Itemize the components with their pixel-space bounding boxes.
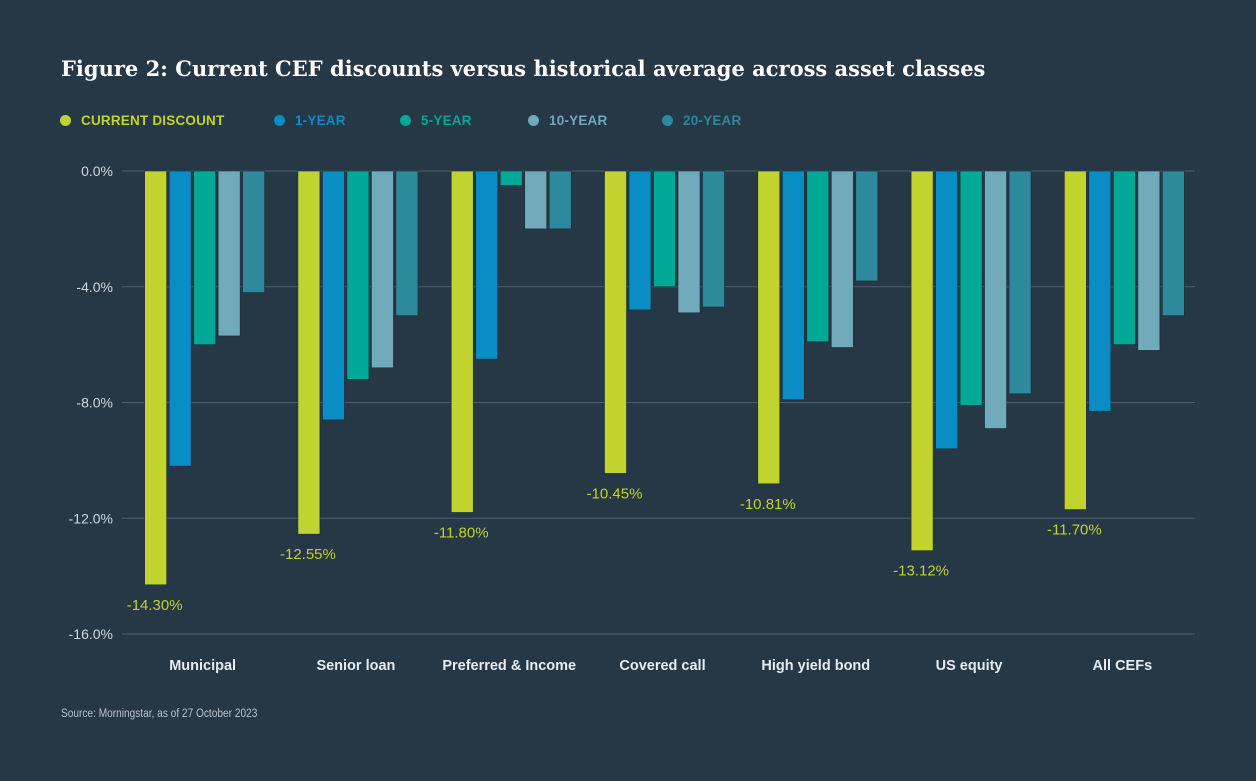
x-category-label: Municipal xyxy=(169,658,236,674)
legend-label-20-year: 20-YEAR xyxy=(683,113,742,128)
bar-current-discount-senior-loan xyxy=(297,170,321,535)
bar-20-year-senior-loan xyxy=(395,170,419,316)
bar-10-year-high-yield-bond xyxy=(830,170,854,348)
x-category-label: Covered call xyxy=(619,658,705,674)
legend-item-current-discount: CURRENT DISCOUNT xyxy=(60,113,274,128)
x-category-label: Preferred & Income xyxy=(442,658,576,674)
y-tick-label: -12.0% xyxy=(69,510,113,526)
bar-5-year-covered-call xyxy=(653,170,676,288)
data-label-covered-call: -10.45% xyxy=(587,485,643,502)
bar-1-year-preferred-and-income xyxy=(475,170,499,360)
bar-5-year-high-yield-bond xyxy=(806,170,830,343)
y-tick-label: 0.0% xyxy=(81,163,113,179)
x-category-label: US equity xyxy=(936,658,1003,674)
legend-marker-current-discount xyxy=(60,115,71,126)
legend: CURRENT DISCOUNT 1-YEAR 5-YEAR 10-YEAR 2… xyxy=(60,113,741,128)
bar-1-year-us-equity xyxy=(935,170,958,450)
bar-1-year-high-yield-bond xyxy=(781,170,805,400)
bar-1-year-covered-call xyxy=(628,170,652,311)
x-category-label: High yield bond xyxy=(761,658,870,674)
legend-item-10-year: 10-YEAR xyxy=(528,113,662,128)
legend-marker-20-year xyxy=(662,115,673,126)
bar-10-year-municipal xyxy=(217,170,241,337)
legend-marker-5-year xyxy=(400,115,411,126)
x-category-label: All CEFs xyxy=(1093,658,1153,674)
bar-current-discount-high-yield-bond xyxy=(757,170,781,485)
bar-10-year-senior-loan xyxy=(371,170,394,369)
source-note: Source: Morningstar, as of 27 October 20… xyxy=(61,708,258,720)
legend-label-current-discount: CURRENT DISCOUNT xyxy=(81,113,225,128)
bar-20-year-us-equity xyxy=(1008,170,1032,395)
legend-label-10-year: 10-YEAR xyxy=(549,113,608,128)
bar-20-year-preferred-and-income xyxy=(548,170,572,230)
legend-item-5-year: 5-YEAR xyxy=(400,113,528,128)
bar-20-year-covered-call xyxy=(702,170,725,308)
bar-current-discount-all-cefs xyxy=(1064,170,1087,510)
y-tick-label: -4.0% xyxy=(76,279,113,295)
legend-label-5-year: 5-YEAR xyxy=(421,113,472,128)
bar-5-year-senior-loan xyxy=(346,170,370,380)
x-category-label: Senior loan xyxy=(316,658,395,674)
legend-marker-10-year xyxy=(528,115,539,126)
bar-1-year-all-cefs xyxy=(1088,170,1112,412)
bar-20-year-high-yield-bond xyxy=(855,170,879,282)
bar-current-discount-covered-call xyxy=(604,170,627,474)
bar-5-year-municipal xyxy=(193,170,216,345)
y-tick-label: -8.0% xyxy=(76,395,113,411)
bar-current-discount-municipal xyxy=(144,170,167,586)
bar-10-year-us-equity xyxy=(984,170,1007,429)
chart-title: Figure 2: Current CEF discounts versus h… xyxy=(61,56,986,81)
data-label-senior-loan: -12.55% xyxy=(280,546,336,563)
bar-5-year-all-cefs xyxy=(1113,170,1136,345)
bar-10-year-covered-call xyxy=(677,170,701,314)
bar-current-discount-preferred-and-income xyxy=(450,170,474,513)
data-label-municipal: -14.30% xyxy=(127,597,183,614)
legend-label-1-year: 1-YEAR xyxy=(295,113,346,128)
bar-20-year-municipal xyxy=(242,170,265,293)
data-label-high-yield-bond: -10.81% xyxy=(740,496,796,513)
legend-item-20-year: 20-YEAR xyxy=(662,113,741,128)
y-tick-label: -16.0% xyxy=(69,626,113,642)
legend-item-1-year: 1-YEAR xyxy=(274,113,400,128)
bar-current-discount-us-equity xyxy=(910,170,934,551)
legend-marker-1-year xyxy=(274,115,285,126)
bar-1-year-senior-loan xyxy=(322,170,345,421)
data-label-all-cefs: -11.70% xyxy=(1047,522,1102,539)
data-label-us-equity: -13.12% xyxy=(893,563,949,580)
bar-10-year-all-cefs xyxy=(1137,170,1161,351)
bar-20-year-all-cefs xyxy=(1162,170,1185,316)
bar-5-year-us-equity xyxy=(959,170,983,406)
bar-10-year-preferred-and-income xyxy=(524,170,548,230)
bar-1-year-municipal xyxy=(168,170,192,467)
bar-5-year-preferred-and-income xyxy=(499,170,523,186)
data-label-preferred-and-income: -11.80% xyxy=(434,524,489,541)
